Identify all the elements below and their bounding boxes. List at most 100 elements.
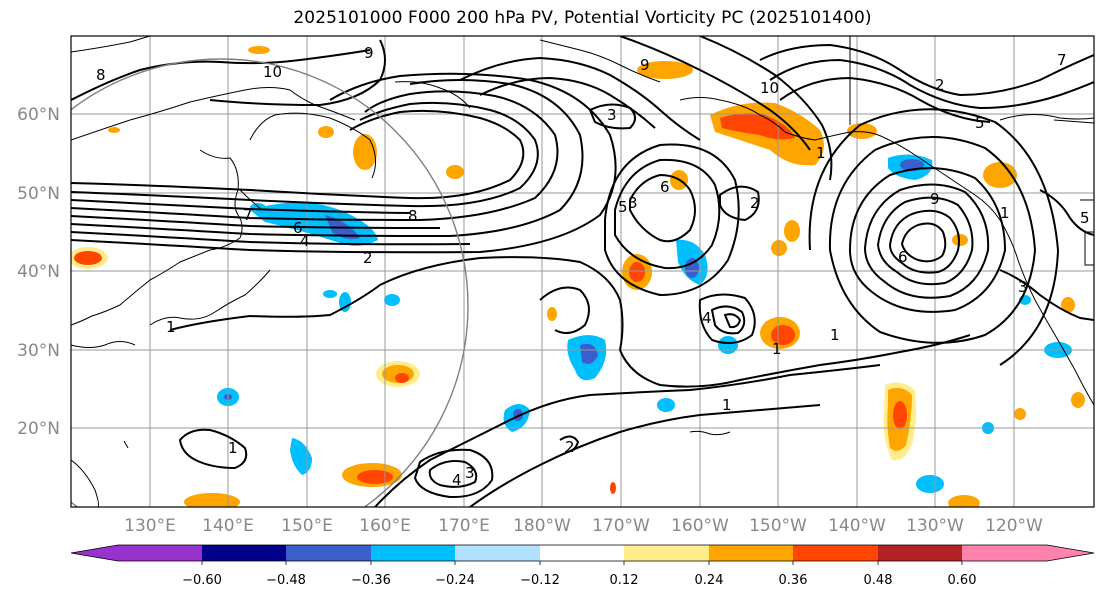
colorbar-tick-label: −0.12 [520, 573, 560, 588]
colorbar-tick-label: 0.60 [948, 573, 977, 588]
lon-label: 170°E [438, 516, 490, 536]
pv-contours [71, 36, 1094, 507]
graticule [71, 36, 1094, 507]
colorbar-segment [878, 545, 963, 561]
contour-label: 1 [830, 326, 840, 344]
positive-blob [74, 251, 102, 265]
positive-blob [1014, 408, 1026, 420]
contour-label: 2 [935, 76, 945, 94]
region-circle [71, 58, 469, 507]
lon-label: 140°E [202, 516, 254, 536]
colorbar-segment [455, 545, 540, 561]
colorbar-tick-label: −0.24 [435, 573, 475, 588]
positive-blob [952, 234, 968, 246]
contour-label: 1 [722, 396, 732, 414]
contour-label: 7 [1057, 51, 1067, 69]
contour-label: 3 [465, 464, 475, 482]
contour-label: 4 [702, 309, 712, 327]
colorbar-tick-label: 0.36 [779, 573, 808, 588]
positive-blob [893, 401, 907, 429]
positive-blob [637, 61, 693, 79]
lon-label: 130°W [906, 516, 964, 536]
positive-blob [184, 493, 240, 507]
positive-blob [1071, 392, 1085, 408]
contour-label: 9 [364, 44, 374, 62]
positive-blob [720, 113, 795, 140]
colorbar-over-arrow [1047, 545, 1094, 561]
positive-blob [610, 482, 616, 494]
map-frame [70, 35, 1095, 508]
lon-label: 160°W [671, 516, 729, 536]
lon-label: 170°W [592, 516, 650, 536]
contour-label: 8 [408, 207, 418, 225]
contour-label: 9 [640, 56, 650, 74]
contour-label: 3 [1018, 278, 1028, 296]
colorbar-tick-label: 0.48 [864, 573, 893, 588]
negative-blob [916, 475, 944, 493]
colorbar-outline [70, 544, 1095, 562]
lat-label: 30°N [17, 341, 60, 361]
positive-blob [547, 307, 557, 321]
contour-label: 8 [96, 66, 106, 84]
positive-blob [948, 495, 980, 507]
lon-label: 140°W [828, 516, 886, 536]
colorbar-tick-label: 0.24 [695, 573, 724, 588]
negative-blob [718, 336, 738, 354]
colorbar-segment [962, 545, 1048, 561]
colorbar-segment [202, 545, 287, 561]
contour-label: 1 [228, 439, 238, 457]
negative-blob [250, 203, 266, 213]
negative-blob [685, 258, 699, 278]
positive-blob [318, 126, 334, 138]
positive-blob [395, 373, 409, 383]
contour-label: 1 [816, 144, 826, 162]
map-title: 2025101000 F000 200 hPa PV, Potential Vo… [293, 8, 872, 28]
colorbar-segment [793, 545, 878, 561]
colorbar-ticks [201, 561, 963, 565]
lat-label: 20°N [17, 419, 60, 439]
positive-blob [629, 262, 645, 282]
contour-label: 10 [263, 63, 282, 81]
contour-label: 1 [1000, 204, 1010, 222]
positive-blob [784, 220, 800, 242]
lon-label: 150°E [281, 516, 333, 536]
contour-label: 6 [293, 219, 303, 237]
positive-blob [983, 162, 1017, 188]
contour-label: 2 [565, 438, 575, 456]
contour-label: 2 [363, 249, 373, 267]
positive-blob [248, 46, 270, 54]
colorbar-segment [709, 545, 794, 561]
contour-label: 10 [760, 79, 779, 97]
positive-blob [847, 123, 877, 139]
positive-blob [1061, 297, 1075, 313]
negative-blob [323, 290, 337, 298]
colorbar-tick-label: −0.48 [266, 573, 306, 588]
contour-label: 1 [166, 318, 176, 336]
lon-label: 150°W [749, 516, 807, 536]
positive-blob [353, 134, 377, 170]
colorbar-segment [117, 545, 202, 561]
lat-label: 60°N [17, 105, 60, 125]
positive-blob [108, 127, 120, 133]
lat-label: 50°N [17, 184, 60, 204]
contour-label: 6 [660, 178, 670, 196]
positive-blob [446, 165, 464, 179]
contour-label: 4 [452, 471, 462, 489]
colorbar-tick-label: 0.12 [610, 573, 639, 588]
colorbar-tick-label: −0.36 [351, 573, 391, 588]
lon-label: 130°E [124, 516, 176, 536]
negative-blob [339, 292, 351, 312]
contour-label: 7 [243, 206, 253, 224]
contour-label: 5 [618, 198, 628, 216]
negative-blob [580, 343, 598, 364]
colorbar-segment [371, 545, 456, 561]
contour-label: 5 [975, 114, 985, 132]
positive-blob [771, 325, 795, 345]
latitude-labels: 60°N 50°N 40°N 30°N 20°N [17, 105, 60, 439]
colorbar-segment [540, 545, 625, 561]
negative-blob [657, 398, 675, 412]
contour-label: 6 [898, 248, 908, 266]
lon-label: 160°E [359, 516, 411, 536]
contour-label: 3 [628, 194, 638, 212]
